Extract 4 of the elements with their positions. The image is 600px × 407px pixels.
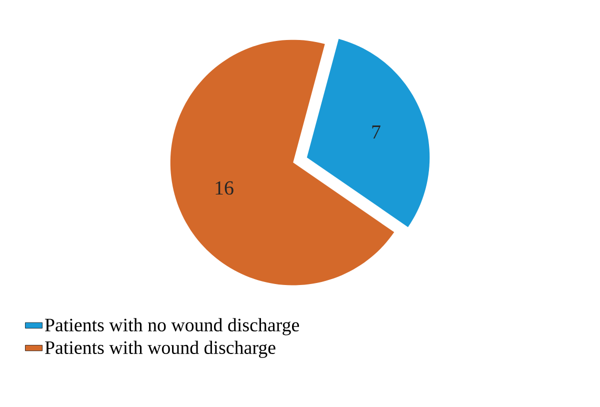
data-label: 7 [372,125,380,139]
data-label: 16 [216,181,234,195]
legend-label: Patients with no wound discharge [45,318,300,336]
legend-label: Patients with wound discharge [45,340,276,358]
